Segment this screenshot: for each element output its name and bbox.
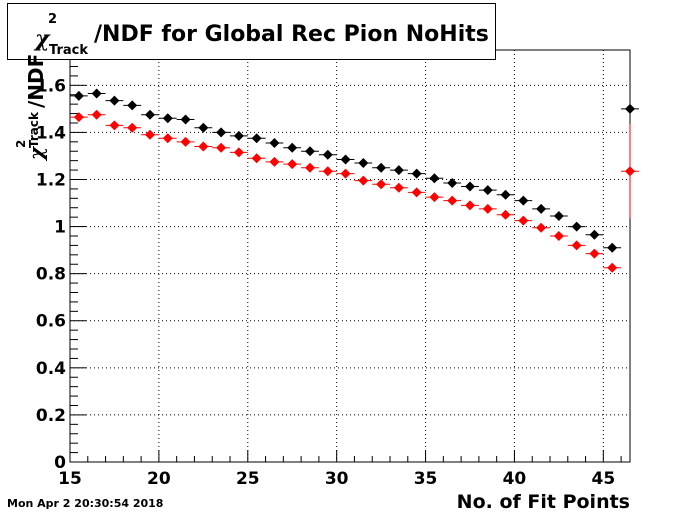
- data-point-black: [180, 114, 191, 125]
- y-tick-label: 1.2: [36, 170, 66, 190]
- x-tick-label: 45: [591, 469, 615, 489]
- data-point-red: [358, 175, 369, 186]
- chart-title: /NDF for Global Rec Pion NoHits: [94, 22, 489, 47]
- x-tick-label: 40: [503, 469, 527, 489]
- ylabel-subscript: Track: [27, 111, 41, 148]
- data-point-black: [269, 137, 280, 148]
- data-point-red: [251, 153, 262, 164]
- title-chi-symbol: χ: [35, 26, 50, 52]
- x-tick-label: 20: [147, 469, 171, 489]
- data-point-red: [518, 215, 529, 226]
- axes: 15 20 25 30 35 40 45 0 0.2 0.4 0.6 0.8 1 1.2 1.4 1.6: [36, 56, 622, 489]
- data-point-red: [162, 133, 173, 144]
- data-point-red: [127, 122, 138, 133]
- x-tick-label: 30: [325, 469, 349, 489]
- data-point-black: [571, 221, 582, 232]
- data-point-black: [340, 154, 351, 165]
- data-point-red: [607, 262, 618, 273]
- data-point-black: [465, 181, 475, 192]
- data-point-red: [91, 109, 102, 120]
- data-point-black: [553, 210, 564, 221]
- y-tick-label: 0.8: [36, 265, 66, 285]
- x-tick-label: 15: [58, 469, 82, 489]
- data-point-black: [411, 168, 422, 179]
- x-axis-label: No. of Fit Points: [456, 491, 630, 513]
- x-tick-label: 25: [236, 469, 260, 489]
- data-point-black: [607, 242, 618, 253]
- data-point-black: [287, 142, 298, 153]
- data-point-black: [73, 90, 84, 101]
- data-point-black: [127, 100, 138, 111]
- y-tick-label: 1.4: [36, 123, 66, 143]
- data-point-black: [109, 95, 120, 106]
- data-point-black: [91, 88, 102, 99]
- data-point-red: [553, 230, 564, 241]
- x-tick-label: 35: [414, 469, 438, 489]
- title-superscript: 2: [48, 12, 58, 27]
- data-point-red: [216, 142, 227, 153]
- data-point-red: [109, 120, 120, 131]
- data-point-black: [536, 203, 547, 214]
- data-point-red: [198, 141, 209, 152]
- data-point-black: [500, 189, 511, 200]
- data-point-red: [536, 222, 547, 233]
- data-point-red: [233, 147, 244, 158]
- data-point-black: [233, 130, 244, 141]
- data-point-red: [73, 112, 84, 123]
- y-tick-label: 0: [54, 453, 66, 473]
- data-point-red: [429, 192, 440, 203]
- data-point-black: [251, 133, 262, 144]
- data-point-black: [358, 158, 369, 169]
- data-point-red: [322, 166, 333, 177]
- y-tick-label: 0.4: [36, 359, 66, 379]
- data-point-red: [145, 129, 155, 140]
- data-point-red: [589, 248, 600, 259]
- data-point-black: [447, 178, 458, 189]
- data-point-black: [145, 109, 155, 120]
- data-point-red: [625, 166, 635, 177]
- data-point-black: [625, 103, 635, 114]
- ylabel-superscript: 2: [14, 140, 28, 148]
- data-point-red: [305, 162, 315, 173]
- data-point-red: [269, 156, 280, 167]
- y-tick-label: 0.6: [36, 312, 66, 332]
- data-point-red: [482, 203, 493, 214]
- data-point-black: [198, 122, 209, 133]
- ylabel-chi-symbol: χ: [24, 145, 48, 162]
- data-point-black: [376, 162, 387, 173]
- data-point-red: [340, 168, 351, 179]
- timestamp: Mon Apr 2 20:30:54 2018: [7, 497, 164, 510]
- data-point-red: [411, 187, 422, 198]
- data-point-black: [216, 127, 227, 138]
- data-point-black: [393, 165, 404, 176]
- data-point-black: [305, 146, 315, 157]
- data-point-red: [465, 200, 475, 211]
- data-point-red: [376, 179, 387, 190]
- y-tick-label: 1: [54, 218, 66, 238]
- y-tick-label: 0.2: [36, 406, 66, 426]
- chart-title-box: χ 2 Track /NDF for Global Rec Pion NoHit…: [7, 3, 496, 60]
- data-point-black: [429, 173, 440, 184]
- grid-lines: [70, 50, 630, 462]
- plot-frame: [69, 49, 631, 463]
- data-point-black: [482, 185, 493, 196]
- data-point-black: [162, 113, 173, 124]
- y-axis-label: χ 2 Track /NDF: [14, 54, 48, 162]
- data-markers: [70, 88, 639, 273]
- ylabel-rest: /NDF: [24, 54, 48, 108]
- data-point-black: [322, 149, 333, 160]
- data-point-black: [589, 229, 600, 240]
- y-tick-label: 1.6: [36, 76, 66, 96]
- data-point-red: [287, 159, 298, 170]
- data-point-red: [393, 182, 404, 193]
- title-subscript: Track: [49, 43, 88, 58]
- data-point-red: [571, 240, 582, 251]
- data-point-red: [500, 209, 511, 220]
- data-point-red: [180, 136, 191, 147]
- data-point-black: [518, 195, 529, 206]
- data-point-red: [447, 195, 458, 206]
